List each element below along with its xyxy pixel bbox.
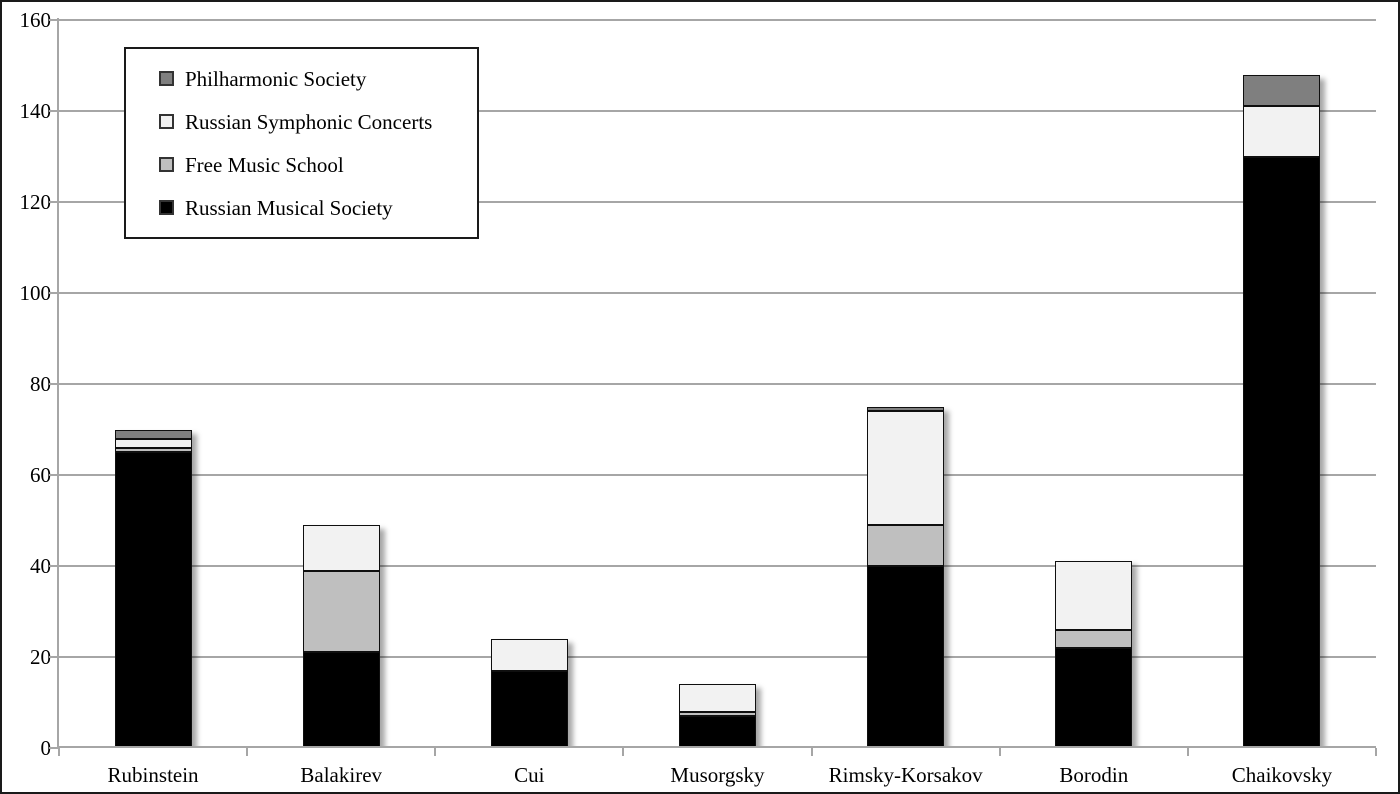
x-axis-tick-1 [246, 748, 249, 756]
philharmonic-society-swatch-icon [159, 71, 174, 86]
y-axis-tick-20 [49, 656, 59, 658]
bar-segment-free-music-school-borodin [1055, 629, 1133, 648]
y-axis-tick-60 [49, 474, 59, 476]
gridline-100 [59, 292, 1376, 294]
y-axis-tick-120 [49, 201, 59, 203]
x-axis-tick-2 [434, 748, 437, 756]
bar-segment-philharmonic-society-rubinstein [114, 429, 192, 439]
legend: Philharmonic Society Russian Symphonic Co… [124, 47, 479, 239]
bar-segment-russian-musical-society-balakirev [302, 652, 380, 748]
plot-area: 0 20 40 60 80 100 120 140 160 Rubinstein Balakirev… [20, 8, 1377, 787]
bar-stack-cui [490, 638, 568, 748]
y-axis-label-20: 20 [30, 645, 51, 669]
legend-label-free-music-school: Free Music School [185, 152, 344, 177]
y-axis-label-100: 100 [19, 281, 52, 305]
free-music-school-swatch-icon [159, 157, 174, 172]
bar-stack-chaikovsky [1243, 74, 1321, 748]
bar-segment-russian-symphonic-concerts-chaikovsky [1243, 106, 1321, 157]
x-axis-label-borodin: Borodin [1059, 763, 1129, 787]
x-axis-line [59, 746, 1376, 748]
x-axis-tick-6 [1186, 748, 1189, 756]
bar-stack-borodin [1055, 561, 1133, 748]
gridline-140 [59, 110, 1376, 112]
y-axis-tick-140 [49, 110, 59, 112]
x-axis-tick-3 [622, 748, 625, 756]
x-axis-tick-5 [998, 748, 1001, 756]
bar-segment-free-music-school-musorgsky [679, 711, 756, 717]
bar-segment-russian-symphonic-concerts-borodin [1055, 561, 1133, 630]
bar-segment-free-music-school-rimsky-korsakov [867, 525, 945, 566]
bar-segment-russian-musical-society-rubinstein [114, 452, 192, 748]
bar-stack-rimsky-korsakov [867, 406, 945, 748]
bar-segment-russian-symphonic-concerts-musorgsky [679, 684, 756, 712]
bar-segment-russian-musical-society-musorgsky [679, 716, 756, 748]
x-axis-tick-0 [58, 748, 60, 756]
bar-segment-russian-musical-society-chaikovsky [1243, 156, 1321, 748]
legend-item-russian-symphonic-concerts: Russian Symphonic Concerts [159, 110, 471, 134]
y-axis-tick-100 [49, 292, 59, 294]
x-axis-label-rubinstein: Rubinstein [107, 763, 199, 787]
y-axis-tick-0 [49, 747, 59, 749]
gridline-40 [59, 565, 1376, 567]
y-axis-label-160: 160 [19, 8, 52, 32]
bars-layer [59, 20, 1376, 748]
bar-segment-russian-symphonic-concerts-rubinstein [114, 438, 192, 448]
bar-segment-russian-symphonic-concerts-rimsky-korsakov [867, 411, 945, 526]
gridline-120 [59, 201, 1376, 203]
x-axis-tick-7 [1375, 748, 1377, 756]
y-axis-tick-40 [49, 565, 59, 567]
legend-label-russian-symphonic-concerts: Russian Symphonic Concerts [185, 109, 433, 134]
y-axis-tick-80 [49, 383, 59, 385]
y-axis-label-80: 80 [30, 372, 51, 396]
x-axis-label-rimsky-korsakov: Rimsky-Korsakov [828, 763, 983, 787]
x-axis-label-balakirev: Balakirev [300, 763, 383, 787]
y-axis-label-0: 0 [40, 736, 52, 760]
bar-segment-russian-musical-society-cui [490, 670, 568, 748]
gridline-60 [59, 474, 1376, 476]
bar-segment-philharmonic-society-chaikovsky [1243, 74, 1321, 107]
legend-item-philharmonic-society: Philharmonic Society [159, 67, 471, 91]
bar-stack-rubinstein [114, 429, 192, 748]
gridline-160 [59, 19, 1376, 21]
x-axis-tick-4 [810, 748, 813, 756]
bar-segment-russian-symphonic-concerts-balakirev [302, 525, 380, 571]
bar-stack-balakirev [302, 525, 380, 748]
x-axis-label-cui: Cui [514, 763, 545, 787]
legend-label-russian-musical-society: Russian Musical Society [185, 195, 393, 220]
legend-item-free-music-school: Free Music School [159, 153, 471, 177]
gridline-20 [59, 656, 1376, 658]
y-axis-label-120: 120 [19, 190, 52, 214]
bar-segment-russian-symphonic-concerts-cui [490, 638, 568, 671]
russian-symphonic-concerts-swatch-icon [159, 114, 174, 129]
y-axis-label-60: 60 [30, 463, 51, 487]
bar-segment-free-music-school-balakirev [302, 570, 380, 653]
russian-musical-society-swatch-icon [159, 200, 174, 215]
bar-segment-philharmonic-society-rimsky-korsakov [867, 406, 945, 412]
y-axis-tick-160 [49, 19, 59, 21]
bar-stack-musorgsky [679, 684, 756, 748]
legend-label-philharmonic-society: Philharmonic Society [185, 66, 367, 91]
y-axis-label-40: 40 [30, 554, 51, 578]
x-axis-label-musorgsky: Musorgsky [670, 763, 765, 787]
legend-item-russian-musical-society: Russian Musical Society [159, 196, 471, 220]
bar-segment-russian-musical-society-borodin [1055, 647, 1133, 748]
bar-segment-free-music-school-rubinstein [114, 447, 192, 453]
bar-segment-russian-musical-society-rimsky-korsakov [867, 566, 945, 748]
gridline-80 [59, 383, 1376, 385]
y-axis-label-140: 140 [19, 99, 52, 123]
x-axis-label-chaikovsky: Chaikovsky [1231, 763, 1333, 787]
